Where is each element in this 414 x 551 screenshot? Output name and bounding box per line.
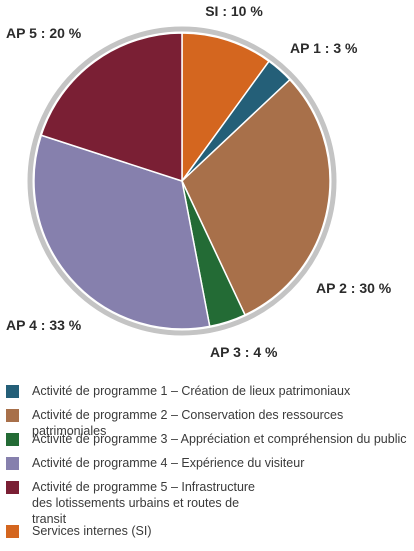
legend-text-ap4: Activité de programme 4 – Expérience du … [32, 456, 305, 470]
pie-outer-ring [27, 26, 337, 336]
legend-text-si: Services internes (SI) [32, 524, 152, 538]
slice-label-ap5: AP 5 : 20 % [6, 25, 82, 41]
legend-item-si: Services internes (SI) [6, 523, 410, 543]
legend-item-ap3: Activité de programme 3 – Appréciation e… [6, 431, 410, 455]
legend-swatch-ap3 [6, 433, 19, 446]
pie-slices [33, 32, 331, 330]
legend-text-ap5: Activité de programme 5 – Infrastructure… [32, 480, 256, 526]
pie-slice-ap2 [181, 78, 331, 316]
slice-label-ap4: AP 4 : 33 % [6, 317, 82, 333]
pie-slice-ap4 [33, 134, 211, 330]
slice-label-ap2: AP 2 : 30 % [316, 280, 392, 296]
legend-item-ap5: Activité de programme 5 – Infrastructure… [6, 479, 410, 526]
slice-label-si: SI : 10 % [205, 3, 263, 19]
legend-item-ap4: Activité de programme 4 – Expérience du … [6, 455, 410, 479]
legend-text-ap3: Activité de programme 3 – Appréciation e… [32, 432, 407, 446]
pie-slice-labels: SI : 10 % AP 1 : 3 % AP 2 : 30 % AP 3 : 4 %… [6, 3, 392, 360]
legend-swatch-ap2 [6, 409, 19, 422]
legend-swatch-ap1 [6, 385, 19, 398]
legend-swatch-si [6, 525, 19, 538]
pie-slice-si [181, 32, 271, 184]
legend-text-ap1: Activité de programme 1 – Création de li… [32, 384, 351, 398]
legend-swatch-ap5 [6, 481, 19, 494]
legend-swatch-ap4 [6, 457, 19, 470]
slice-label-ap3: AP 3 : 4 % [210, 344, 278, 360]
slice-label-ap1: AP 1 : 3 % [290, 40, 358, 56]
pie-chart: SI : 10 % AP 1 : 3 % AP 2 : 30 % AP 3 : 4 %… [6, 3, 392, 360]
legend: Activité de programme 1 – Création de li… [6, 383, 410, 543]
legend-item-ap1: Activité de programme 1 – Création de li… [6, 383, 410, 407]
legend-item-ap2: Activité de programme 2 – Conservation d… [6, 407, 410, 438]
pie-slice-ap5 [40, 32, 183, 183]
legend-text-ap2: Activité de programme 2 – Conservation d… [32, 408, 344, 438]
